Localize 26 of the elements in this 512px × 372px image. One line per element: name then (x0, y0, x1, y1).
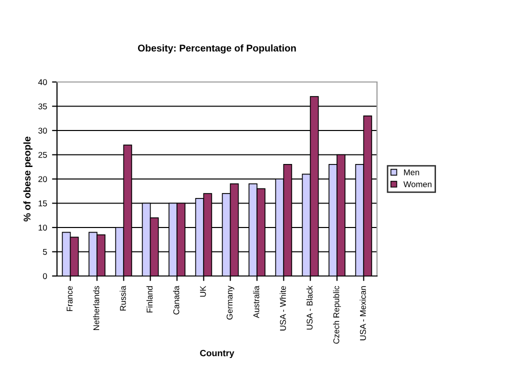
y-axis-title: % of obese people (23, 136, 32, 222)
x-tick-label: Canada (173, 286, 180, 314)
legend-label: Women (403, 181, 432, 188)
y-tick-label: 5 (42, 249, 47, 255)
legend-label: Men (404, 169, 420, 176)
y-tick-label: 20 (38, 176, 47, 182)
chart-title: Obesity: Percentage of Population (138, 44, 296, 54)
x-tick-label: USA - Mexican (360, 286, 366, 340)
x-tick-label: Australia (253, 286, 260, 318)
x-tick-label: USA - White (280, 286, 286, 330)
x-tick-label: Finland (146, 286, 153, 312)
x-tick-label: Netherlands (93, 286, 100, 330)
y-tick-label: 35 (38, 103, 47, 110)
x-tick-label: Russia (120, 286, 126, 311)
x-tick-label: USA - Black (306, 286, 313, 330)
x-tick-label: Germany (226, 286, 234, 320)
y-tick-label: 25 (38, 152, 47, 158)
y-tick-label: 15 (38, 200, 47, 206)
y-tick-label: 10 (38, 224, 47, 231)
x-tick-label: France (66, 286, 73, 311)
x-tick-label: Czech Republic (333, 286, 341, 344)
y-tick-label: 30 (38, 128, 47, 134)
y-tick-label: 0 (42, 273, 47, 280)
y-tick-label: 40 (38, 79, 47, 86)
x-tick-label: UK (200, 286, 206, 297)
x-axis-title: Country (200, 350, 234, 358)
